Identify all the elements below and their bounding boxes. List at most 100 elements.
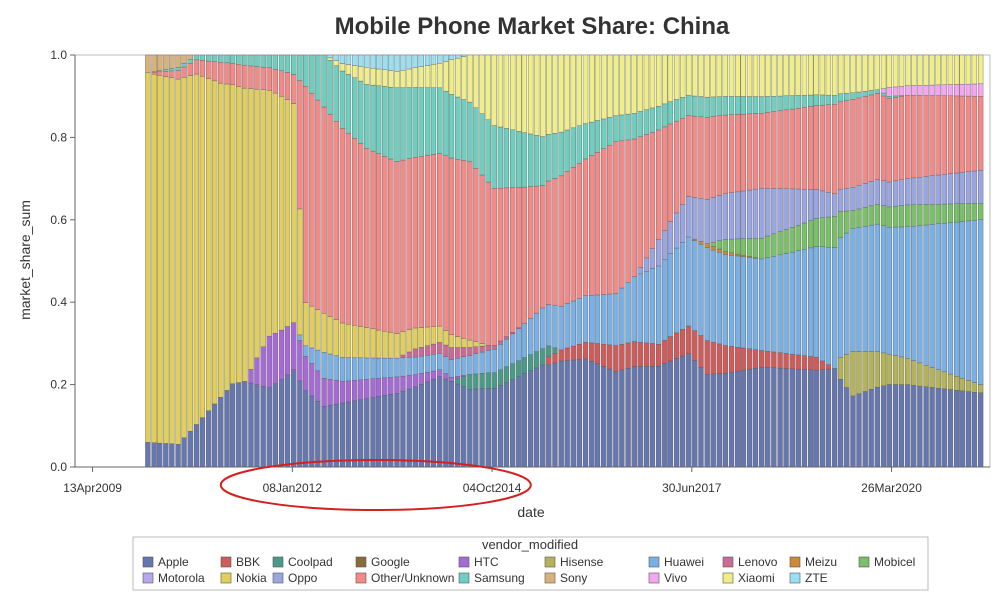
bar-segment (868, 351, 874, 390)
bar-segment (874, 89, 880, 94)
bar-stack (211, 54, 218, 468)
bar-segment (412, 67, 419, 88)
legend-item: Other/Unknown (355, 571, 454, 585)
bar-segment (382, 54, 388, 70)
bar-segment (236, 64, 242, 87)
legend-label: Motorola (158, 571, 205, 585)
bar-segment (430, 64, 437, 88)
bar-segment (844, 387, 850, 468)
bar-segment (686, 54, 692, 96)
bar-segment (607, 145, 613, 295)
bar-segment (667, 101, 674, 125)
bar-segment (333, 60, 339, 66)
bar-stack (473, 54, 479, 468)
bar-segment (497, 385, 504, 468)
bar-segment (284, 374, 291, 468)
bar-segment (169, 443, 175, 468)
bar-segment (746, 368, 753, 468)
bar-segment (375, 378, 382, 397)
bar-segment (765, 351, 771, 368)
bar-segment (935, 387, 941, 468)
bar-segment (461, 376, 467, 387)
bar-segment (193, 54, 200, 61)
bar-segment (886, 54, 892, 88)
bar-segment (880, 54, 887, 89)
bar-segment (327, 57, 333, 61)
bar-segment (625, 282, 631, 344)
bar-segment (880, 180, 887, 206)
bar-segment (297, 380, 303, 468)
legend-label: ZTE (805, 571, 828, 585)
bar-segment (911, 226, 917, 361)
bar-segment (813, 94, 819, 106)
bar-segment (570, 300, 576, 347)
legend-swatch (789, 556, 801, 568)
bar-segment (649, 248, 656, 269)
bar-segment (424, 345, 431, 356)
bar-segment (759, 96, 765, 114)
bar-segment (965, 391, 972, 468)
bar-segment (667, 221, 674, 254)
bar-segment (831, 247, 838, 369)
bar-segment (533, 54, 540, 136)
bar-segment (430, 154, 437, 327)
bar-segment (260, 386, 266, 468)
bar-segment (516, 54, 522, 132)
bar-segment (516, 131, 522, 188)
bar-segment (448, 54, 455, 60)
bar-segment (686, 115, 692, 197)
bar-segment (582, 123, 589, 160)
bar-segment (284, 99, 291, 327)
legend-label: Mobicel (874, 555, 915, 569)
bar-segment (205, 54, 212, 62)
bar-segment (163, 54, 169, 70)
bar-segment (801, 222, 808, 250)
bar-segment (382, 377, 388, 396)
bar-segment (813, 105, 819, 190)
bar-segment (333, 121, 339, 320)
bar-segment (807, 247, 814, 357)
bar-segment (862, 91, 868, 97)
bar-segment (619, 54, 625, 116)
bar-segment (327, 60, 333, 115)
bar-segment (370, 397, 376, 468)
bar-segment (394, 357, 400, 378)
bar-stack (145, 54, 151, 468)
bar-segment (667, 360, 674, 468)
legend-item: Samsung (458, 571, 525, 585)
bar-segment (959, 84, 965, 97)
bar-segment (345, 380, 352, 403)
bar-segment (345, 64, 352, 75)
bar-segment (662, 259, 668, 341)
bar-segment (965, 220, 972, 381)
bar-segment (637, 366, 643, 468)
bar-segment (795, 54, 801, 96)
bar-segment (905, 54, 911, 86)
bar-stack (424, 54, 431, 468)
bar-segment (746, 113, 753, 191)
bar-segment (351, 65, 358, 78)
bar-segment (309, 363, 315, 397)
bar-segment (479, 54, 485, 114)
bar-stack (649, 54, 656, 468)
bar-segment (874, 179, 880, 205)
bar-stack (303, 54, 309, 468)
bar-segment (911, 54, 917, 86)
bar-segment (443, 373, 449, 380)
bar-stack (576, 54, 582, 468)
bar-segment (735, 253, 741, 257)
bar-segment (315, 309, 321, 351)
bar-segment (911, 177, 917, 205)
bar-segment (789, 95, 795, 110)
bar-segment (673, 358, 680, 468)
bar-segment (959, 95, 965, 173)
legend-label: BBK (236, 555, 260, 569)
bar-segment (850, 99, 856, 188)
bar-stack (357, 54, 364, 468)
bar-stack (783, 54, 789, 468)
bar-segment (765, 188, 771, 237)
bar-segment (527, 133, 534, 187)
bar-segment (151, 442, 157, 468)
bar-segment (746, 348, 753, 370)
bar-stack (965, 54, 972, 468)
